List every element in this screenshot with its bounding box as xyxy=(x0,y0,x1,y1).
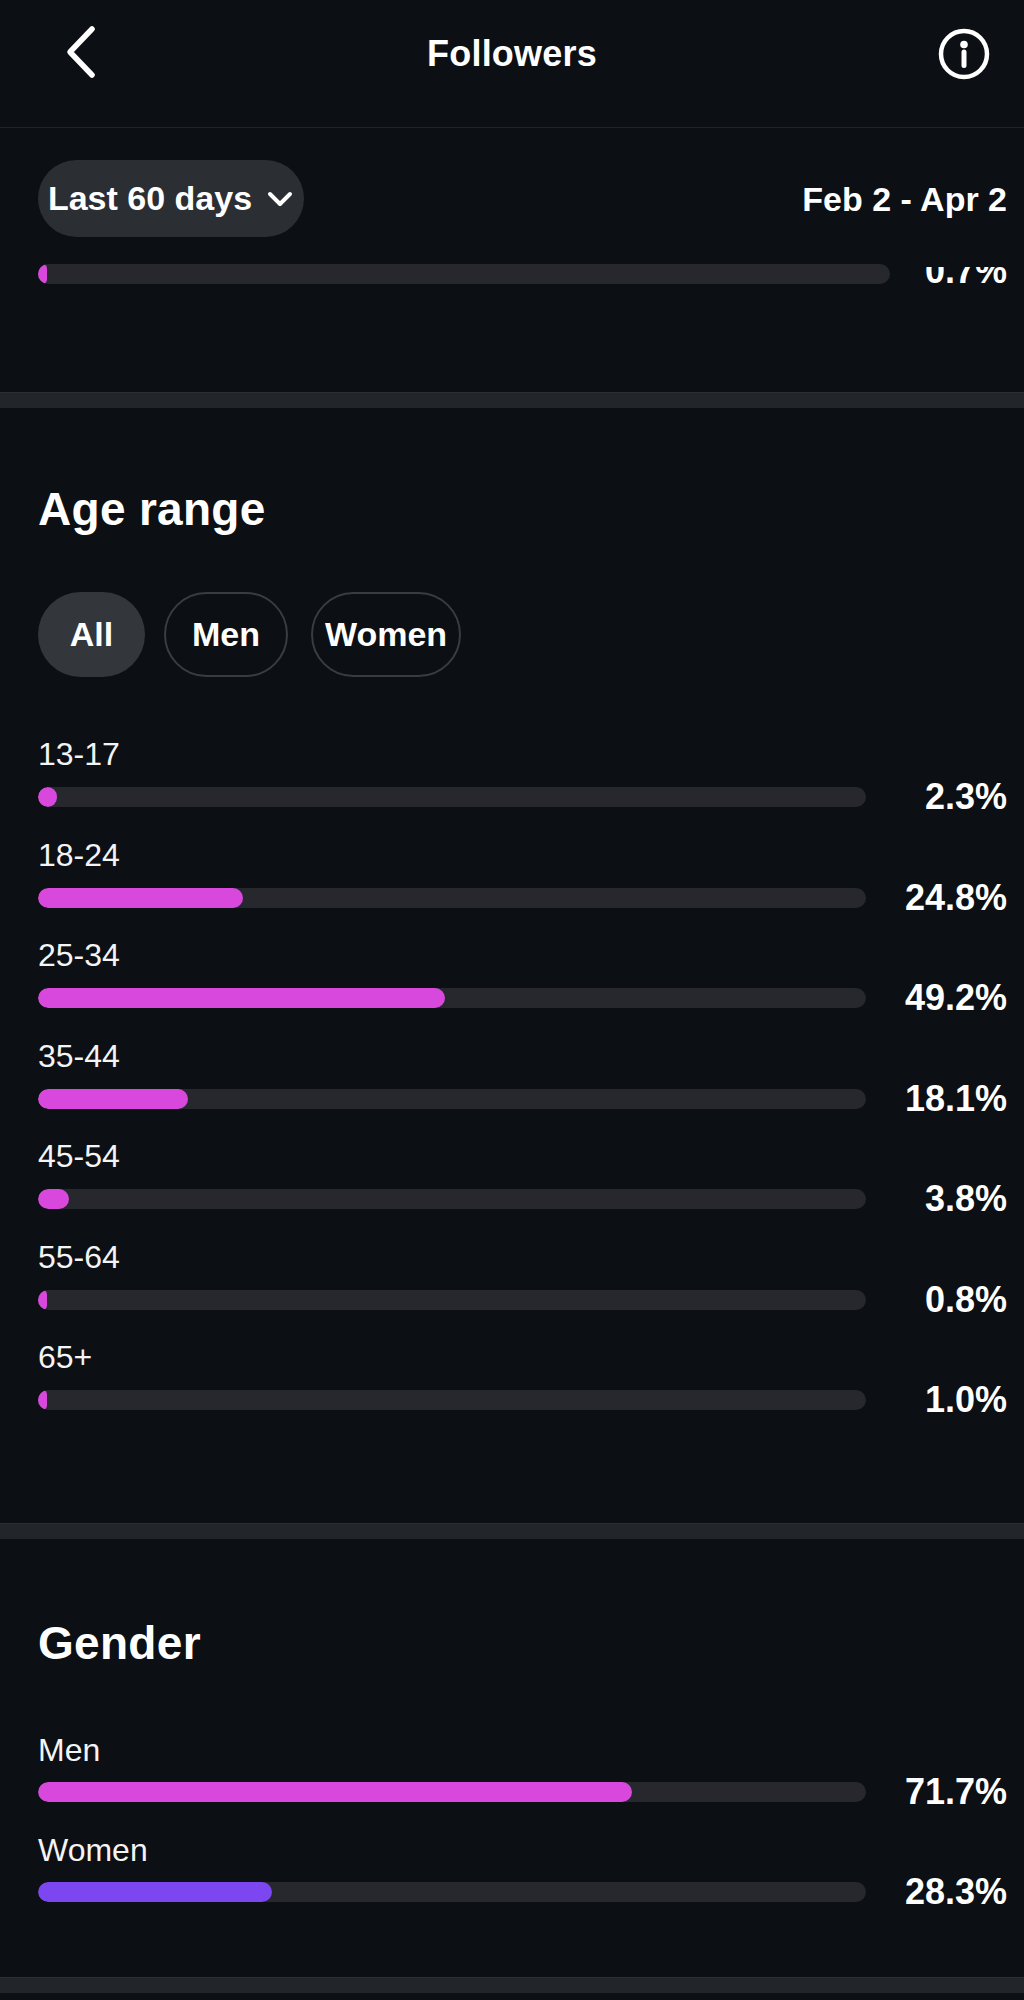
age-bar-fill xyxy=(38,787,57,807)
info-button[interactable] xyxy=(934,24,994,84)
age-bar-fill xyxy=(38,1390,47,1410)
tab-all[interactable]: All xyxy=(38,592,145,677)
age-row-value: 24.8% xyxy=(905,877,1007,919)
age-bar-track xyxy=(38,787,866,807)
gender-bar-track xyxy=(38,1782,866,1802)
age-range-title: Age range xyxy=(38,482,266,536)
tab-men[interactable]: Men xyxy=(164,592,288,677)
age-bar-track xyxy=(38,1390,866,1410)
age-bar-fill xyxy=(38,988,445,1008)
gender-row-label: Men xyxy=(38,1732,100,1769)
age-bar-track xyxy=(38,888,866,908)
age-row-value: 1.0% xyxy=(925,1379,1007,1421)
chevron-down-icon xyxy=(266,190,294,208)
date-range-text: Feb 2 - Apr 2 xyxy=(802,180,1007,219)
section-divider xyxy=(0,1523,1024,1539)
age-row-label: 65+ xyxy=(38,1339,92,1376)
gender-bar-fill xyxy=(38,1782,632,1802)
age-row-label: 13-17 xyxy=(38,736,120,773)
age-row-label: 55-64 xyxy=(38,1239,120,1276)
age-bar-track xyxy=(38,1089,866,1109)
date-range-dropdown[interactable]: Last 60 days xyxy=(38,160,304,237)
partial-bar-track xyxy=(38,264,890,284)
gender-title: Gender xyxy=(38,1616,201,1670)
age-bar-track xyxy=(38,988,866,1008)
age-bar-fill xyxy=(38,888,243,908)
age-row-value: 49.2% xyxy=(905,977,1007,1019)
tab-men-label: Men xyxy=(192,615,260,654)
gender-row-value: 28.3% xyxy=(905,1871,1007,1913)
age-row-value: 18.1% xyxy=(905,1078,1007,1120)
age-row-label: 35-44 xyxy=(38,1038,120,1075)
age-row-value: 3.8% xyxy=(925,1178,1007,1220)
age-row-label: 18-24 xyxy=(38,837,120,874)
section-divider xyxy=(0,1977,1024,1993)
age-row-label: 45-54 xyxy=(38,1138,120,1175)
header: Followers xyxy=(0,0,1024,128)
partial-bar-value-clip: 0.7% xyxy=(787,267,1007,291)
age-row-label: 25-34 xyxy=(38,937,120,974)
gender-bar-fill xyxy=(38,1882,272,1902)
age-row-value: 0.8% xyxy=(925,1279,1007,1321)
tab-women-label: Women xyxy=(325,615,447,654)
section-divider xyxy=(0,392,1024,408)
age-bar-fill xyxy=(38,1290,47,1310)
gender-row-label: Women xyxy=(38,1832,148,1869)
gender-bar-track xyxy=(38,1882,866,1902)
date-range-dropdown-label: Last 60 days xyxy=(48,179,252,218)
partial-bar-value: 0.7% xyxy=(787,267,1007,291)
age-bar-fill xyxy=(38,1089,188,1109)
gender-row-value: 71.7% xyxy=(905,1771,1007,1813)
info-icon xyxy=(937,27,991,81)
age-bar-fill xyxy=(38,1189,69,1209)
tab-women[interactable]: Women xyxy=(311,592,461,677)
partial-bar-fill xyxy=(38,264,47,284)
followers-analytics-screen: Followers Last 60 days Feb 2 - Apr 2 0.7… xyxy=(0,0,1024,2000)
age-row-value: 2.3% xyxy=(925,776,1007,818)
age-bar-track xyxy=(38,1189,866,1209)
age-bar-track xyxy=(38,1290,866,1310)
page-title: Followers xyxy=(0,33,1024,75)
tab-all-label: All xyxy=(70,615,113,654)
